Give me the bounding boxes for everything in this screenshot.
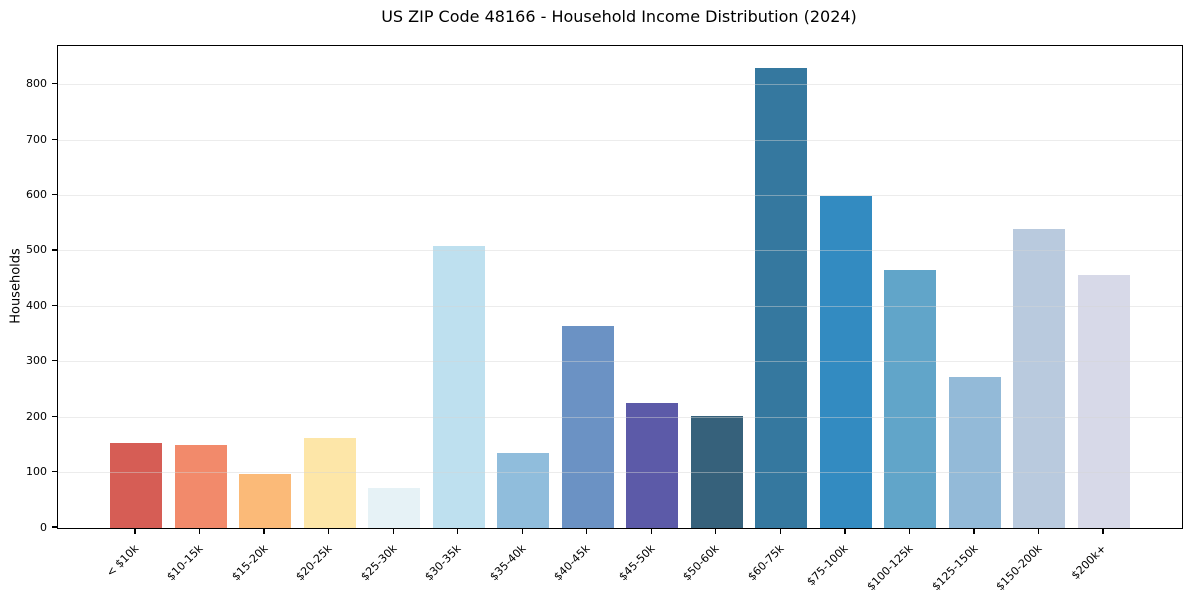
bar-15-20k [239, 474, 292, 528]
x-tick-mark-9 [715, 528, 717, 534]
bar-35-40k [497, 453, 550, 528]
x-tick-label-11: $75-100k [804, 542, 852, 589]
x-tick-label-10: $60-75k [745, 542, 787, 584]
bar-50-60k [690, 415, 743, 528]
y-tick-label-0: 0 [40, 520, 47, 534]
x-tick-mark-3 [327, 528, 330, 534]
x-tick-mark-10 [779, 528, 781, 534]
y-tick-label-500: 500 [26, 243, 47, 257]
x-tick-mark-4 [392, 528, 394, 534]
y-tick-label-800: 800 [26, 77, 47, 91]
y-axis-label: Households [8, 248, 24, 324]
bar-20-25k [303, 437, 356, 528]
x-tick-label-3: $20-25k [293, 542, 335, 584]
x-tick-label-5: $30-35k [422, 542, 464, 584]
x-tick-label-13: $125-150k [928, 542, 981, 590]
y-tick-mark-0 [52, 526, 57, 528]
bar-75-100k [819, 195, 872, 528]
x-tick-label-12: $100-125k [864, 542, 916, 590]
x-tick-label-8: $45-50k [616, 542, 658, 584]
gridline-100 [58, 472, 1182, 474]
x-tick-mark-12 [908, 528, 911, 534]
y-tick-label-600: 600 [26, 188, 47, 202]
x-tick-mark-6 [521, 528, 523, 534]
x-tick-mark-0 [134, 528, 136, 534]
x-tick-label-14: $150-200k [993, 542, 1045, 590]
y-tick-mark-800 [52, 83, 57, 85]
bar-200k [1077, 274, 1130, 528]
gridline-500 [58, 250, 1182, 252]
y-tick-label-400: 400 [26, 298, 47, 312]
x-tick-mark-7 [586, 528, 588, 534]
y-tick-label-100: 100 [26, 465, 47, 479]
x-tick-label-7: $40-45k [551, 542, 593, 584]
x-tick-mark-15 [1102, 528, 1104, 534]
bar-60-75k [755, 68, 808, 528]
y-tick-mark-200 [52, 415, 57, 417]
x-tick-mark-8 [650, 528, 652, 534]
x-tick-mark-14 [1037, 528, 1040, 534]
bar-100-125k [884, 270, 937, 528]
y-tick-label-200: 200 [26, 409, 47, 423]
x-tick-mark-1 [198, 528, 201, 534]
x-tick-label-2: $15-20k [228, 542, 271, 584]
gridline-700 [58, 139, 1182, 141]
bar-125-150k [948, 376, 1001, 528]
bar-40-45k [561, 325, 614, 528]
gridline-400 [58, 305, 1182, 307]
gridline-600 [58, 195, 1182, 197]
chart-title: US ZIP Code 48166 - Household Income Dis… [381, 7, 857, 26]
gridline-800 [58, 84, 1182, 86]
x-tick-label-15: $200k+ [1069, 542, 1110, 583]
y-tick-mark-700 [52, 138, 57, 140]
y-tick-label-300: 300 [26, 354, 47, 368]
bar-45-50k [626, 403, 679, 528]
x-tick-mark-13 [973, 528, 975, 534]
plot-area [57, 45, 1183, 529]
bar-10k [110, 443, 162, 528]
x-tick-label-6: $35-40k [487, 542, 529, 584]
gridline-200 [58, 416, 1182, 418]
x-tick-mark-11 [844, 528, 846, 534]
bar-25-30k [368, 487, 421, 528]
x-tick-mark-2 [263, 528, 265, 534]
y-tick-label-700: 700 [26, 132, 47, 146]
gridline-300 [58, 361, 1182, 363]
bar-10-15k [174, 445, 227, 528]
bar-30-35k [432, 246, 485, 528]
x-tick-label-1: $10-15k [164, 542, 206, 584]
y-tick-mark-400 [52, 304, 57, 307]
y-tick-mark-300 [52, 360, 57, 362]
bar-150-200k [1013, 228, 1066, 528]
x-tick-label-0: < $10k [103, 542, 142, 580]
x-tick-label-9: $50-60k [680, 542, 722, 584]
y-tick-mark-100 [52, 470, 57, 473]
y-tick-mark-600 [52, 193, 57, 196]
x-tick-mark-5 [457, 528, 459, 534]
x-tick-label-4: $25-30k [358, 542, 400, 584]
y-tick-mark-500 [52, 249, 57, 251]
